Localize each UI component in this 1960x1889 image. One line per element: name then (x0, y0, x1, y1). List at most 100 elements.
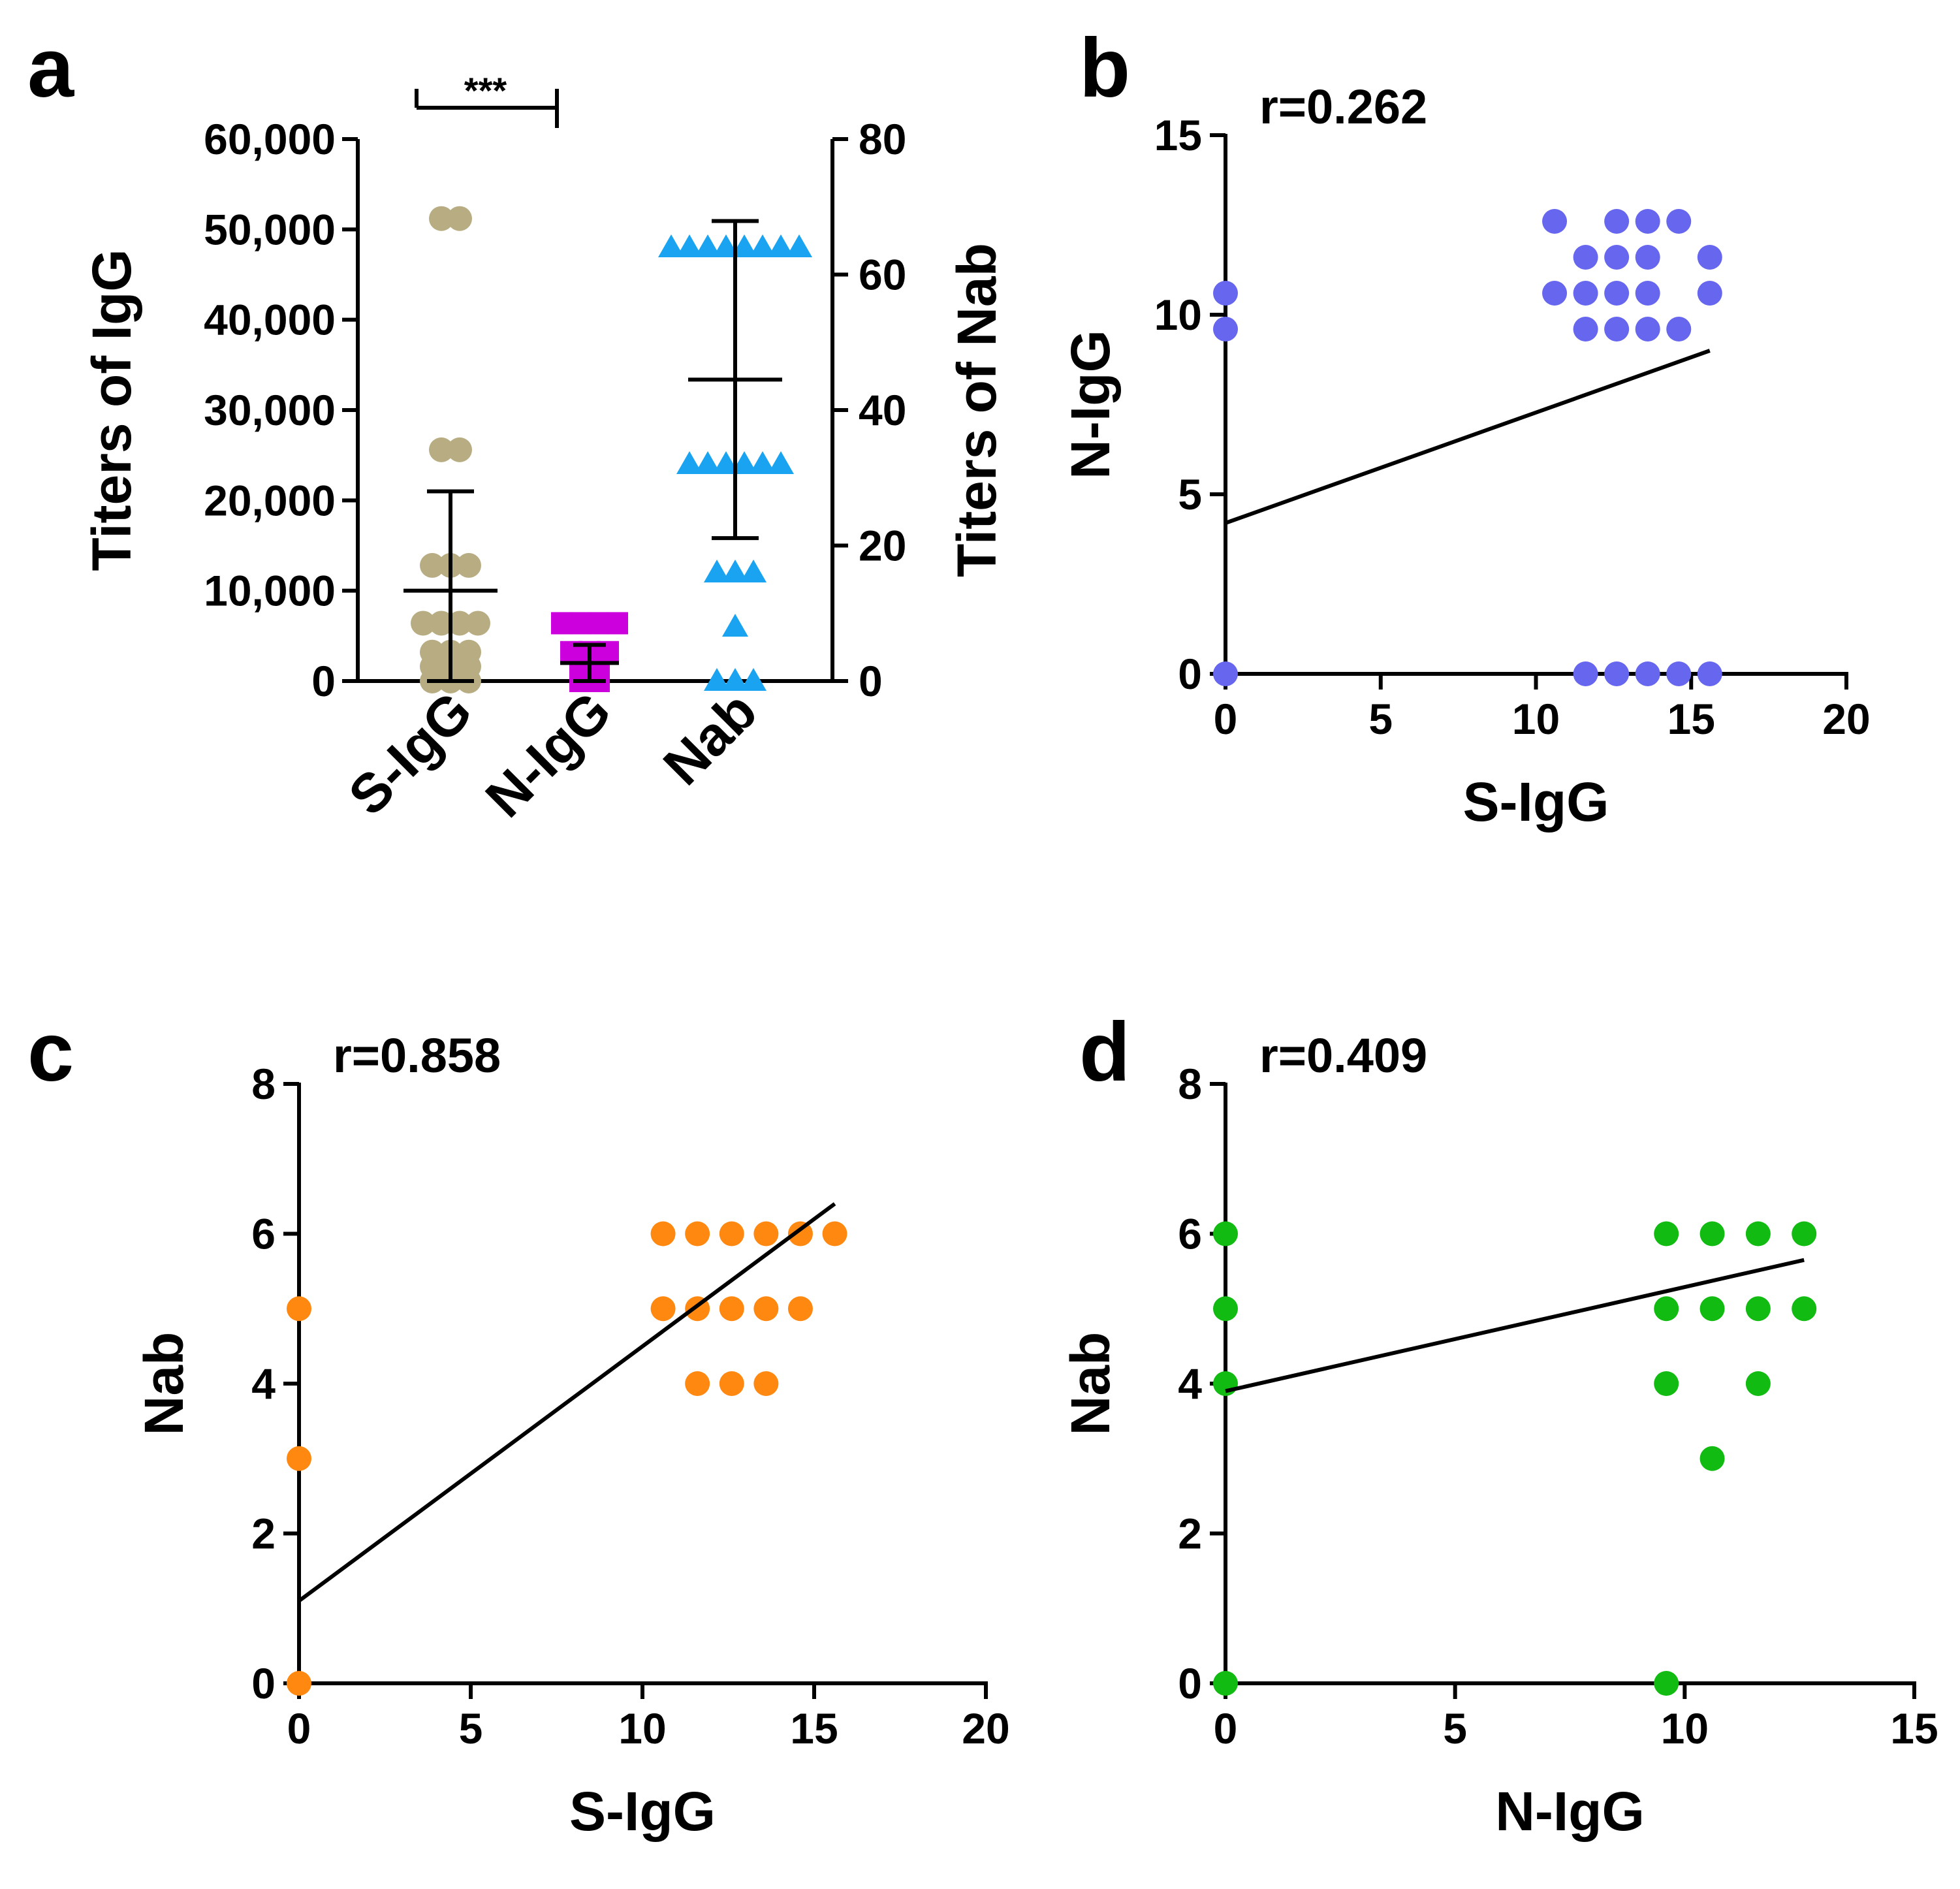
data-point-s-igg (447, 206, 472, 231)
x-axis-title: N-IgG (1495, 1781, 1645, 1842)
data-point (1635, 281, 1660, 306)
y-tick-label: 4 (251, 1359, 276, 1408)
data-point (1542, 209, 1568, 234)
y-tick-label: 6 (251, 1210, 276, 1258)
data-point (1792, 1296, 1817, 1322)
data-point (1573, 245, 1598, 270)
data-point (287, 1446, 311, 1471)
y-tick-label-right: 80 (859, 115, 906, 163)
y-tick-label: 8 (251, 1060, 276, 1108)
significance-bracket (415, 89, 559, 128)
panel-label-d: d (1079, 1006, 1130, 1099)
data-point (1654, 1371, 1679, 1396)
x-axis-title: S-IgG (569, 1781, 716, 1842)
data-point (822, 1221, 847, 1246)
data-point-s-igg (447, 611, 472, 636)
x-tick-label: 15 (1668, 695, 1715, 743)
data-point (1745, 1296, 1771, 1322)
data-point (719, 1221, 744, 1246)
data-point (1635, 245, 1660, 270)
panel-b-scatter: 0 5 10 15 20 0 5 10 15 S-IgG N-IgG r=0.262 (1060, 80, 1871, 833)
y-tick-label: 0 (1178, 650, 1202, 698)
x-axis-title: S-IgG (1463, 771, 1609, 833)
data-point-nab (704, 668, 730, 691)
data-point-s-igg (456, 552, 481, 578)
data-point (1604, 661, 1630, 686)
panel-d-scatter: 0 5 10 15 0 2 4 6 8 N-IgG Nab r=0.409 (1060, 1028, 1938, 1842)
x-tick-label: 0 (287, 1704, 311, 1753)
data-point-nab (740, 560, 767, 582)
y-tick-label: 10 (1154, 291, 1202, 339)
y-tick-label: 0 (1178, 1659, 1202, 1707)
data-point (1213, 1296, 1238, 1322)
data-point (1542, 281, 1568, 306)
data-point (1635, 317, 1660, 341)
y-axis-title: Nab (1060, 1332, 1121, 1436)
data-point-s-igg (411, 611, 435, 636)
y-tick-label: 4 (1178, 1359, 1202, 1408)
data-point (1654, 1296, 1679, 1322)
data-point (1699, 1221, 1725, 1246)
correlation-label: r=0.858 (333, 1028, 501, 1083)
y-axis-title: N-IgG (1060, 330, 1121, 479)
y-tick-label-left: 60,000 (204, 115, 336, 163)
data-point (1213, 1371, 1238, 1396)
y-tick-label: 6 (1178, 1210, 1202, 1258)
data-point (787, 1296, 813, 1322)
data-point (1792, 1221, 1817, 1246)
data-point (1745, 1221, 1771, 1246)
x-tick-label: 15 (790, 1704, 838, 1753)
x-tick-label: 10 (1661, 1704, 1709, 1753)
data-point-nab (713, 234, 739, 257)
x-tick-label: 15 (1890, 1704, 1938, 1753)
y-axis-title-right: Titers of Nab (946, 243, 1007, 577)
data-point (753, 1221, 779, 1246)
data-point (1635, 661, 1660, 686)
y-tick-label: 15 (1154, 111, 1202, 159)
y-tick-label-left: 10,000 (204, 567, 336, 615)
data-point (1666, 661, 1692, 686)
data-point-n-igg (606, 612, 628, 635)
x-tick-label: 10 (618, 1704, 666, 1753)
data-point-nab (768, 234, 794, 257)
y-tick-label-right: 20 (859, 522, 906, 570)
y-tick-label-right: 0 (859, 657, 883, 705)
correlation-label: r=0.262 (1259, 80, 1427, 134)
data-point (1213, 281, 1238, 306)
data-point (287, 1671, 311, 1696)
data-point-nab (750, 451, 776, 474)
data-point-nab (676, 234, 703, 257)
x-tick-label: 5 (459, 1704, 483, 1753)
data-point (1604, 281, 1630, 306)
data-point (287, 1296, 311, 1322)
data-point-nab (750, 234, 776, 257)
y-tick-label: 2 (251, 1510, 276, 1558)
correlation-label: r=0.409 (1259, 1028, 1427, 1083)
data-point (1573, 281, 1598, 306)
data-point (1697, 661, 1722, 686)
data-point (1604, 245, 1630, 270)
data-point (1213, 661, 1238, 686)
significance-label: *** (464, 70, 507, 111)
data-point-s-igg (429, 206, 454, 231)
data-point (1213, 1221, 1238, 1246)
y-axis-title-left: Titers of IgG (81, 249, 142, 571)
x-tick-label: 0 (1214, 695, 1238, 743)
data-point-nab (658, 234, 684, 257)
data-point-nab (713, 451, 739, 474)
data-point (1666, 209, 1692, 234)
panel-label-b: b (1079, 22, 1130, 115)
y-tick-label-left: 50,000 (204, 205, 336, 253)
data-point (1697, 245, 1722, 270)
data-point-s-igg (420, 552, 445, 578)
x-tick-label: 0 (1214, 1704, 1238, 1753)
data-point (650, 1221, 676, 1246)
data-point (1604, 209, 1630, 234)
data-point-s-igg (429, 437, 454, 462)
data-point-nab (722, 668, 748, 691)
data-point (685, 1221, 710, 1246)
data-point (719, 1371, 744, 1396)
x-tick-label: 20 (1822, 695, 1870, 743)
data-point (685, 1371, 710, 1396)
y-tick-label-right: 60 (859, 251, 906, 299)
